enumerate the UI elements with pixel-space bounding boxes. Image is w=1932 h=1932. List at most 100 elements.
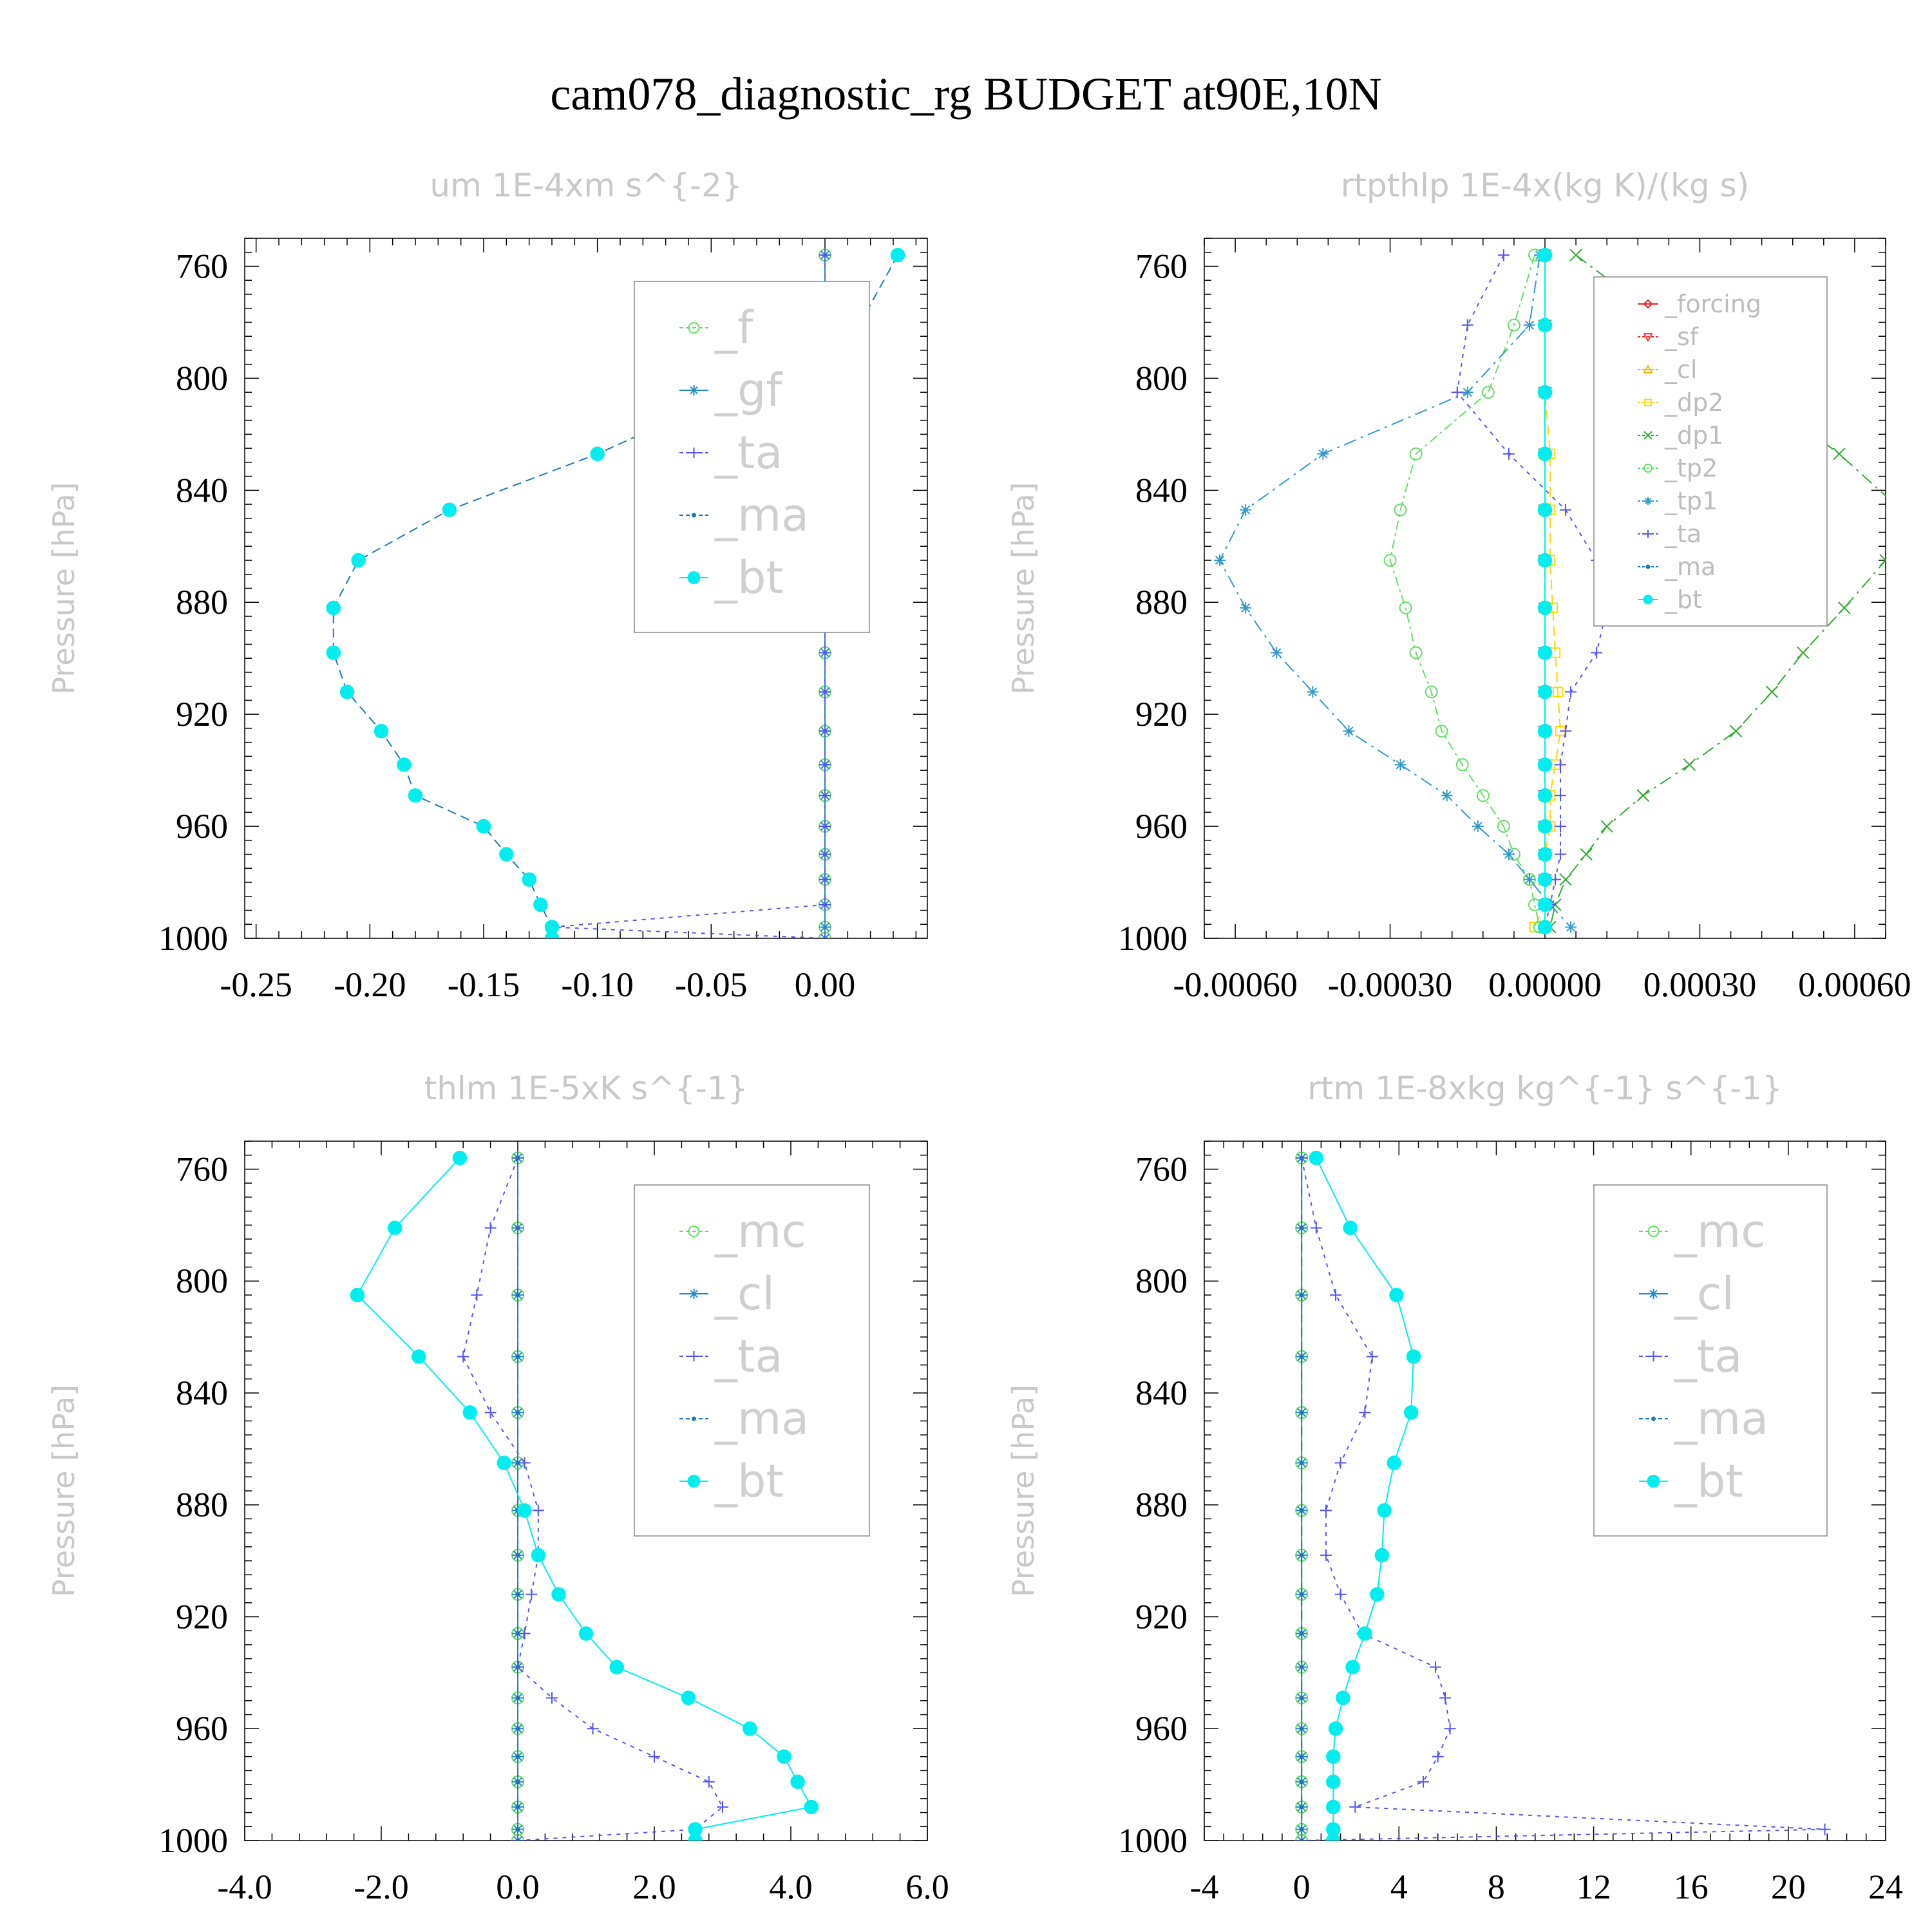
data-point	[1358, 1626, 1372, 1641]
data-point	[1560, 504, 1572, 516]
x-tick-label: 0.0	[496, 1868, 540, 1906]
legend-label: _dp1	[1664, 421, 1723, 450]
data-point	[1214, 554, 1226, 567]
legend-item: _gf	[679, 364, 782, 417]
data-point	[1326, 1833, 1341, 1841]
y-axis: 760 800 840 880 920 960 1000	[1118, 1141, 1886, 1860]
data-point	[1797, 646, 1810, 659]
data-point	[515, 1838, 520, 1841]
x-tick-label: -4.0	[217, 1868, 272, 1906]
data-point	[1537, 446, 1553, 462]
legend-swatch-marker	[688, 448, 699, 458]
data-point	[1497, 249, 1510, 261]
data-point	[1451, 386, 1463, 399]
data-point	[1406, 1349, 1421, 1364]
legend-swatch-marker	[1643, 464, 1653, 473]
data-point	[531, 1548, 546, 1563]
data-point	[512, 1835, 524, 1841]
data-point	[1387, 1455, 1401, 1470]
series-line	[1389, 254, 1540, 927]
data-point	[1537, 685, 1553, 699]
data-point	[819, 647, 831, 659]
data-point	[412, 1349, 426, 1364]
data-point	[1537, 502, 1553, 518]
data-point	[1455, 758, 1469, 772]
x-tick-label: 12	[1577, 1868, 1611, 1906]
data-point	[1271, 647, 1283, 659]
x-tick-label: 0.00030	[1643, 965, 1757, 1004]
legend-item: _tp1	[1638, 487, 1718, 515]
y-tick-label: 760	[1135, 1150, 1188, 1188]
data-point	[522, 872, 536, 887]
panel-title: thlm 1E-5xK s^{-1}	[424, 1070, 748, 1107]
data-point	[452, 1150, 468, 1166]
data-point	[1310, 1222, 1322, 1234]
data-point	[1389, 1287, 1404, 1303]
legend-item: _f	[679, 301, 754, 354]
data-point	[1425, 685, 1438, 699]
data-point	[1472, 820, 1484, 833]
data-point	[1299, 1354, 1304, 1359]
data-point	[1441, 790, 1453, 802]
data-point	[819, 249, 831, 261]
data-point	[1765, 685, 1779, 699]
data-point	[1565, 921, 1577, 933]
legend-label: _ma	[1674, 1392, 1768, 1445]
data-point	[515, 1695, 520, 1700]
data-point	[484, 1406, 497, 1419]
data-point	[515, 1592, 520, 1597]
data-point	[1537, 317, 1553, 333]
data-point	[819, 921, 831, 933]
data-point	[515, 1553, 520, 1558]
data-point	[515, 1631, 520, 1636]
data-point	[1299, 1155, 1304, 1160]
legend: _mc _cl _ta _ma _bt	[1593, 1184, 1828, 1537]
data-point	[499, 847, 514, 862]
data-point	[587, 1723, 599, 1735]
data-point	[1461, 319, 1473, 331]
legend-item: _bt	[679, 1455, 784, 1508]
series-ma	[515, 1155, 520, 1841]
legend-label: _dp2	[1664, 388, 1723, 417]
data-point	[515, 1155, 520, 1160]
legend-item: _sf	[1638, 323, 1700, 351]
legend-label: _ma	[714, 489, 809, 542]
legend-box	[634, 281, 870, 633]
data-point	[1399, 601, 1412, 614]
data-point	[408, 788, 423, 803]
legend-label: _ta	[1664, 520, 1701, 548]
series-layer	[1295, 1150, 1831, 1841]
data-point	[1555, 759, 1567, 771]
data-point	[1240, 504, 1252, 516]
legend-swatch-marker	[687, 571, 701, 584]
legend-label: _forcing	[1664, 290, 1761, 318]
data-point	[326, 645, 341, 660]
legend-label: _bt	[1674, 1455, 1743, 1508]
y-tick-label: 760	[176, 247, 228, 285]
data-point	[484, 1222, 497, 1234]
data-point	[387, 1220, 402, 1235]
data-point	[1309, 1150, 1324, 1166]
data-point	[1383, 554, 1397, 567]
y-axis: 760 800 840 880 920 960 1000	[158, 238, 927, 958]
data-point	[1326, 1774, 1341, 1790]
data-point	[1349, 1801, 1361, 1813]
data-point	[1560, 725, 1572, 737]
data-point	[1439, 1692, 1452, 1704]
data-point	[1580, 848, 1593, 861]
x-axis: -0.00060 -0.00030 0.00000 0.00030 0.00060	[1173, 238, 1911, 1004]
legend-swatch-marker	[688, 1226, 700, 1237]
data-point	[1537, 872, 1553, 887]
legend-swatch-marker	[1651, 1416, 1656, 1421]
y-tick-label: 960	[176, 1709, 228, 1748]
legend-label: _ta	[714, 426, 782, 479]
data-point	[1502, 848, 1515, 860]
y-axis: 760 800 840 880 920 960 1000	[158, 1141, 927, 1860]
data-point	[1429, 1661, 1441, 1673]
panel-title: um 1E-4xm s^{-2}	[430, 167, 742, 204]
x-tick-label: -0.05	[675, 965, 747, 1004]
legend-box	[1593, 1184, 1828, 1537]
data-point	[351, 553, 366, 568]
data-point	[1299, 1631, 1304, 1636]
data-point	[819, 873, 831, 886]
